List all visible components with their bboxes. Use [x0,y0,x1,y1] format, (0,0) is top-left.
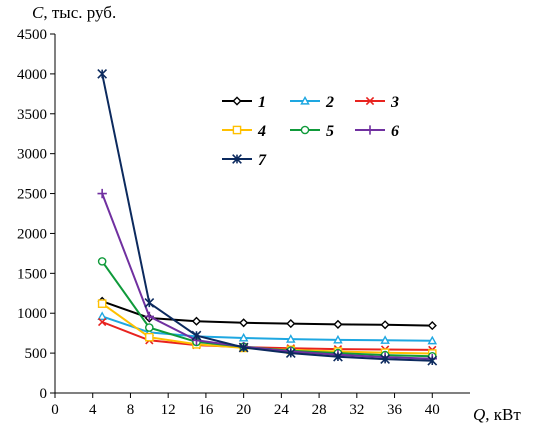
legend: 1 2 3 4 5 6 7 [222,94,399,169]
series-5-point [145,323,154,332]
y-tick-label: 500 [25,346,48,362]
series-6-point [144,311,154,322]
legend-swatch-marker [232,96,242,106]
series-1-point [286,319,296,329]
legend-label: 7 [258,152,267,169]
y-axis-title: C, тыс. руб. [32,3,116,22]
legend-item-5: 5 [290,123,334,140]
x-tick-label: 24 [274,402,290,418]
series-7 [97,69,438,366]
x-axis-symbol: Q [473,405,485,424]
legend-label: 3 [390,94,399,111]
x-axis-ticks: 0 4 8 12 16 20 24 28 32 36 40 [51,393,440,418]
series-1-point [380,320,390,330]
series-6-line [101,193,433,360]
x-tick-label: 16 [198,402,214,418]
y-tick-label: 3500 [17,107,47,123]
legend-swatch-marker [365,96,375,106]
legend-swatch-marker [300,95,310,105]
legend-label: 2 [325,94,334,111]
series-2-point [97,311,107,320]
series-1-point [333,319,343,329]
y-tick-label: 4000 [17,67,47,83]
series-2-line [101,315,433,342]
y-tick-label: 4500 [17,27,47,43]
series-2-point [238,332,249,342]
legend-label: 4 [257,123,266,140]
legend-label: 1 [258,94,266,111]
axes [54,34,470,394]
legend-item-4: 4 [222,123,266,140]
y-tick-label: 3000 [17,147,47,163]
series-7-point [333,351,343,362]
series-6-point [97,188,107,199]
y-tick-label: 2500 [17,187,47,203]
series-7-point [238,342,249,353]
legend-swatch-marker [232,125,242,135]
legend-item-1: 1 [222,94,266,111]
series-7-point [144,297,155,308]
x-axis-unit: , кВт [485,405,521,424]
series-7-point [97,69,108,79]
series-5 [97,257,437,361]
series-1-point [191,316,202,326]
series-2-point [333,334,343,344]
series-7-point [285,348,296,358]
y-axis-symbol: C [32,3,44,22]
series-4-point [145,332,154,342]
series-7-point [380,354,390,364]
series-3-point [97,317,107,327]
x-tick-label: 0 [51,402,59,418]
series-2-point [380,335,390,344]
series-2-point [427,335,438,345]
legend-item-3: 3 [355,94,399,111]
legend-item-7: 7 [222,152,267,169]
x-tick-label: 4 [89,402,97,418]
x-tick-label: 32 [349,402,364,418]
series-4-point [97,299,107,308]
y-axis-ticks: 0 500 1000 1500 2000 2500 3000 3500 4000 4500 [17,27,55,402]
legend-item-2: 2 [290,94,334,111]
legend-swatch-marker [232,154,242,164]
y-tick-label: 0 [40,386,48,402]
y-tick-label: 1000 [17,306,47,322]
legend-swatch-marker [300,125,310,135]
series-layer [97,69,438,366]
y-tick-label: 2000 [17,226,47,242]
series-1-point [239,318,249,328]
x-tick-label: 20 [236,402,251,418]
legend-label: 5 [326,123,334,140]
series-7-line [101,73,433,362]
series-2-point [286,334,296,343]
legend-item-6: 6 [355,123,399,140]
x-tick-label: 28 [312,402,327,418]
x-tick-label: 40 [425,402,440,418]
y-axis-unit: , тыс. руб. [43,3,116,22]
legend-swatch-marker [365,125,375,135]
y-tick-label: 1500 [17,266,47,282]
series-7-point [427,355,438,366]
legend-label: 6 [391,123,399,140]
x-axis-title: Q, кВт [473,405,521,424]
series-1-point [427,320,437,331]
series-5-point [97,257,107,266]
x-tick-label: 12 [161,402,176,418]
x-tick-label: 8 [127,402,135,418]
series-1-line [101,300,433,327]
x-tick-label: 36 [387,402,403,418]
series-7-point [191,330,202,341]
